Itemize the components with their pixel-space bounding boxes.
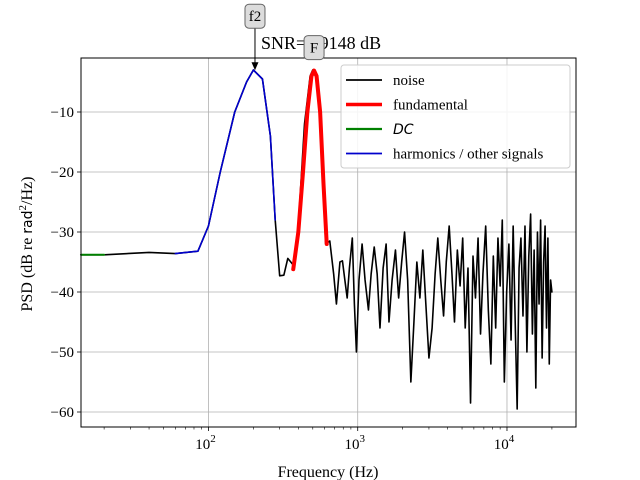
annotation-label: f2 <box>249 9 262 25</box>
series-fundamental <box>291 68 329 272</box>
legend-label: fundamental <box>393 98 468 114</box>
annotation-box <box>244 3 266 29</box>
x-axis-label: Frequency (Hz) <box>278 464 379 480</box>
y-tick-label: −10 <box>51 105 74 121</box>
legend-label: DC <box>393 122 414 138</box>
annotation-label: F <box>310 41 318 57</box>
y-axis-label-exp: 2 <box>17 205 29 211</box>
y-tick-label: −40 <box>51 285 74 301</box>
annotations: f2 F <box>244 3 325 71</box>
annotation-arrowhead <box>251 62 259 71</box>
legend-label: noise <box>393 73 425 89</box>
legend: noise fundamental DC harmonics / other sign… <box>340 64 571 169</box>
x-tick-label: 104 <box>494 433 515 453</box>
y-axis-label-suffix: /Hz) <box>19 177 36 205</box>
x-tick-label: 103 <box>344 433 365 453</box>
y-tick-label: −30 <box>51 225 74 241</box>
x-tick-label: 102 <box>195 433 216 453</box>
series-harmonics-other-signals <box>174 69 277 255</box>
y-tick-label: −60 <box>51 405 74 421</box>
y-tick-label: −50 <box>51 345 74 361</box>
y-axis-label: PSD (dB re rad2/Hz) <box>17 177 36 312</box>
plot-frame <box>80 57 577 428</box>
legend-box <box>340 64 571 169</box>
series-lines <box>80 68 553 410</box>
y-tick-label: −20 <box>51 165 74 181</box>
y-axis-label-prefix: PSD (dB re <box>19 234 36 312</box>
legend-label: harmonics / other signals <box>393 147 544 163</box>
ticks: −10 −20 −30 −40 −50 −60 102 103 104 <box>51 105 553 453</box>
grid <box>81 58 576 427</box>
y-axis-label-unit: rad <box>20 210 36 233</box>
annotation-box <box>303 35 325 61</box>
